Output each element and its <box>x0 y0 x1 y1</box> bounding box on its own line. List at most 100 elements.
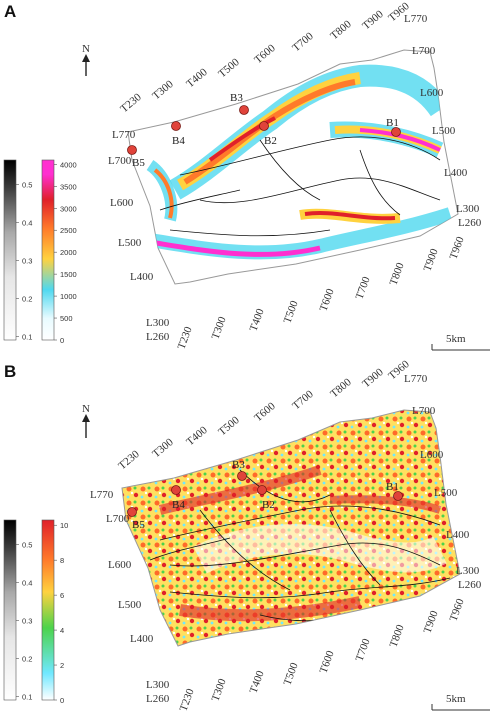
tick-top: T700 <box>290 388 316 412</box>
well-label-b4: B4 <box>172 135 185 147</box>
color-tick-label: 2 <box>60 661 64 670</box>
well-marker-b2 <box>259 121 269 131</box>
color-tick-label: 2000 <box>60 248 77 257</box>
tick-right: L770 <box>404 373 428 385</box>
bw-tick-label: 0.3 <box>22 616 32 625</box>
tick-bottom: T700 <box>354 637 373 663</box>
color-tick-label: 2500 <box>60 226 77 235</box>
tick-left: L700 <box>106 513 130 525</box>
tick-top: T500 <box>216 414 242 438</box>
tick-left: L400 <box>130 271 154 283</box>
bw-tick-label: 0.5 <box>22 180 32 189</box>
tick-top: T400 <box>184 424 210 448</box>
color-tick-label: 1000 <box>60 292 77 301</box>
tick-right: L600 <box>420 87 444 99</box>
tick-bottom: T300 <box>210 677 229 703</box>
tick-bottom: T900 <box>422 247 441 273</box>
north-label: N <box>82 403 90 415</box>
tick-bottom: T300 <box>210 315 229 341</box>
tick-right: L300 <box>456 203 480 215</box>
map-figure-a: T230 T300 T400 T500 T600 T700 T800 T900 … <box>3 0 490 351</box>
well-marker-b2 <box>257 485 267 495</box>
bw-tick-label: 0.1 <box>22 692 32 701</box>
scale-bar: 5km <box>431 333 490 351</box>
panel-a: A <box>0 0 498 359</box>
tick-bottom: T900 <box>422 609 441 635</box>
color-tick-label: 0 <box>60 696 64 705</box>
left-tick-labels: L770 L700 L600 L500 L400 L300 L260 <box>108 129 170 343</box>
color-tick-label: 3000 <box>60 204 77 213</box>
bw-tick-label: 0.4 <box>22 578 32 587</box>
tick-bottom: T500 <box>282 299 301 325</box>
attribute-map-a <box>146 64 453 260</box>
tick-right: L500 <box>434 487 458 499</box>
color-tick-label: 4 <box>60 626 64 635</box>
color-tick-label: 1500 <box>60 270 77 279</box>
well-marker-b1 <box>393 491 403 501</box>
tick-left: L400 <box>130 633 154 645</box>
tick-bottom: T230 <box>178 687 197 713</box>
tick-top: T700 <box>290 30 316 54</box>
tick-right: L400 <box>446 529 470 541</box>
legend-a: 0.5 0.4 0.3 0.2 0.1 4000 3500 3000 2500 2000 1500 1… <box>3 159 77 345</box>
well-marker-b4 <box>171 485 181 495</box>
well-marker-b1 <box>391 127 401 137</box>
tick-right: L770 <box>404 13 428 25</box>
well-label-b4: B4 <box>172 499 185 511</box>
bw-tick-label: 0.5 <box>22 540 32 549</box>
scale-bar: 5km <box>431 693 490 711</box>
tick-bottom: T800 <box>388 623 407 649</box>
panel-label: B <box>4 362 17 381</box>
north-label: N <box>82 43 90 55</box>
color-colorbar <box>41 159 55 341</box>
well-label-b5: B5 <box>132 519 145 531</box>
tick-right: L600 <box>420 449 444 461</box>
right-tick-labels: L770 L700 L600 L500 L400 L300 L260 <box>404 373 482 591</box>
tick-left: L260 <box>146 331 170 343</box>
tick-top: T300 <box>150 78 176 102</box>
panel-b: B <box>0 360 498 719</box>
well-label-b3: B3 <box>232 459 245 471</box>
tick-right: L400 <box>444 167 468 179</box>
color-tick-label: 10 <box>60 521 68 530</box>
tick-top: T600 <box>252 42 278 66</box>
well-marker-b4 <box>171 121 181 131</box>
color-tick-label: 3500 <box>60 182 77 191</box>
tick-left: L600 <box>108 559 132 571</box>
well-label-b2: B2 <box>262 499 275 511</box>
tick-left: L500 <box>118 599 142 611</box>
well-marker-b3 <box>239 105 249 115</box>
well-label-b1: B1 <box>386 481 399 493</box>
left-tick-labels: L770 L700 L600 L500 L400 L300 L260 <box>90 489 170 705</box>
tick-top: T230 <box>118 91 144 115</box>
tick-top: T300 <box>150 436 176 460</box>
color-tick-label: 500 <box>60 314 73 323</box>
tick-left: L770 <box>112 129 136 141</box>
tick-left: L260 <box>146 693 170 705</box>
color-tick-label: 4000 <box>60 160 77 169</box>
tick-bottom: T600 <box>318 649 337 675</box>
tick-bottom: T230 <box>176 325 195 351</box>
map-figure-b: T230 T300 T400 T500 T600 T700 T800 T900 … <box>3 360 490 713</box>
tick-bottom: T800 <box>388 261 407 287</box>
tick-bottom: T500 <box>282 661 301 687</box>
tick-top: T230 <box>116 448 142 472</box>
well-marker-b3 <box>237 471 247 481</box>
tick-top: T900 <box>360 8 386 32</box>
tick-top: T900 <box>360 366 386 390</box>
tick-bottom: T700 <box>354 275 373 301</box>
tick-right: L700 <box>412 45 436 57</box>
color-tick-label: 8 <box>60 556 64 565</box>
color-colorbar <box>41 519 55 701</box>
survey-outline <box>127 49 459 285</box>
well-label-b3: B3 <box>230 92 243 104</box>
tick-top: T600 <box>252 400 278 424</box>
bw-colorbar <box>3 519 17 701</box>
bw-tick-label: 0.1 <box>22 332 32 341</box>
right-tick-labels: L770 L700 L600 L500 L400 L300 L260 <box>404 13 482 229</box>
tick-bottom: T600 <box>318 287 337 313</box>
attribute-map-b <box>149 465 451 622</box>
well-marker-b5 <box>127 145 137 155</box>
scale-label: 5km <box>446 333 466 345</box>
bw-colorbar <box>3 159 17 341</box>
